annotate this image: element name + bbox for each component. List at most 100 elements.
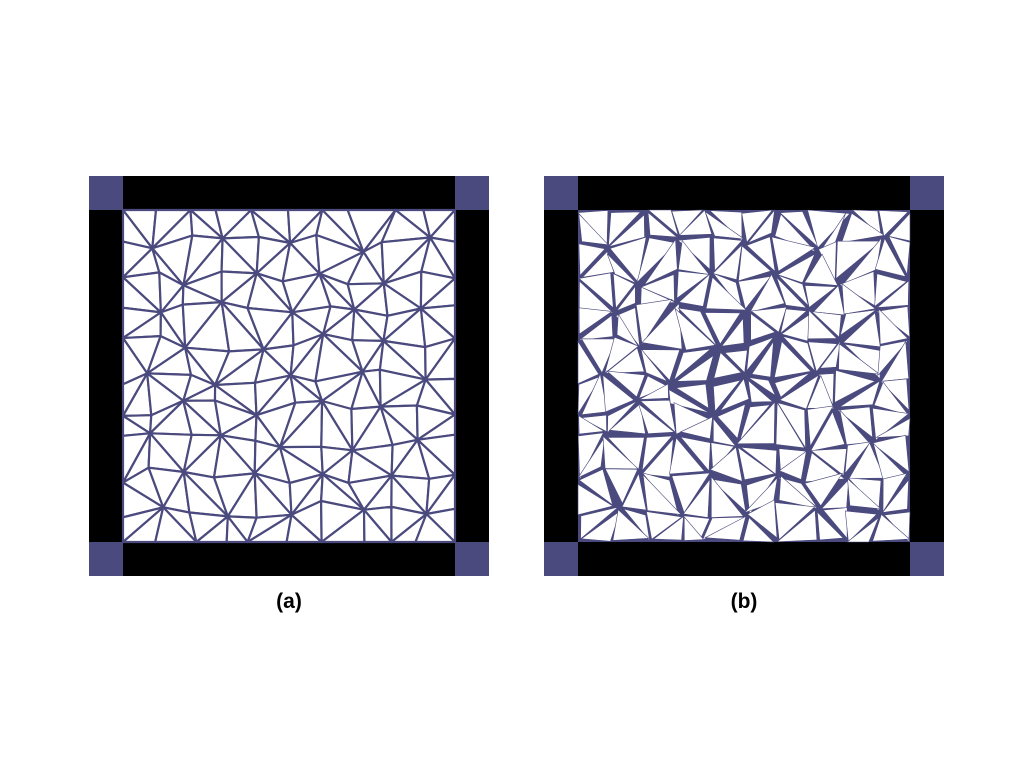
fragment-triangle bbox=[608, 211, 642, 247]
fragment-triangle bbox=[844, 441, 872, 475]
fragment-triangle bbox=[643, 238, 678, 286]
fragment-triangle bbox=[679, 416, 713, 440]
fragment-triangle bbox=[776, 253, 816, 284]
corner-block-top-right bbox=[455, 176, 489, 210]
fractured-mesh-diagram bbox=[544, 176, 944, 576]
fragment-triangle bbox=[719, 378, 750, 412]
fragment-triangle bbox=[750, 306, 787, 333]
fragment-triangle bbox=[671, 472, 711, 514]
fragment-triangle bbox=[616, 313, 639, 347]
fragment-triangle bbox=[836, 406, 873, 439]
fragment-triangle bbox=[677, 239, 710, 275]
fragment-triangle bbox=[678, 209, 713, 236]
fragment-triangle bbox=[635, 298, 673, 346]
fragment-triangle bbox=[779, 374, 820, 410]
fragment-triangle bbox=[741, 209, 773, 244]
fragment-triangle bbox=[641, 435, 673, 472]
fragment-triangle bbox=[750, 312, 776, 341]
fragment-triangle bbox=[737, 446, 776, 481]
fragment-triangle bbox=[639, 399, 677, 434]
fragment-triangle bbox=[876, 280, 910, 308]
fragment-triangle bbox=[871, 434, 910, 473]
fragment-triangle bbox=[580, 506, 619, 540]
fragment-triangle bbox=[751, 341, 774, 378]
fragment-triangle bbox=[776, 276, 808, 309]
fragment-triangle bbox=[608, 403, 646, 435]
fragment-triangle bbox=[636, 237, 678, 284]
fragment-triangle bbox=[771, 236, 817, 272]
fragment-triangle bbox=[807, 405, 834, 448]
fragment-triangle bbox=[622, 508, 651, 542]
fragment-triangle bbox=[578, 212, 609, 246]
fragment-triangle bbox=[677, 307, 718, 347]
fragment-triangle bbox=[577, 436, 605, 479]
fragment-triangle bbox=[779, 211, 819, 248]
corner-block-top-left bbox=[89, 176, 123, 210]
fragment-triangle bbox=[682, 478, 711, 518]
fragment-triangle bbox=[709, 478, 747, 513]
fragment-triangle bbox=[738, 275, 772, 310]
fragment-triangle bbox=[647, 209, 679, 236]
fragment-triangle bbox=[604, 347, 645, 374]
fragment-triangle bbox=[606, 253, 637, 284]
fragment-triangle bbox=[671, 209, 704, 236]
fragment-triangle bbox=[580, 338, 617, 374]
fragment-triangle bbox=[612, 273, 635, 310]
fragment-triangle bbox=[810, 448, 847, 477]
caption-a: (a) bbox=[276, 590, 302, 613]
caption-b: (b) bbox=[730, 590, 758, 613]
corner-block-bottom-right bbox=[910, 542, 944, 576]
frame-right-bar bbox=[455, 176, 489, 576]
fragment-triangle bbox=[838, 380, 881, 408]
triangle-mesh bbox=[121, 208, 457, 544]
fragment-triangle bbox=[736, 401, 776, 445]
fragment-triangle bbox=[581, 373, 608, 416]
fragment-triangle bbox=[608, 214, 645, 247]
fragment-triangle bbox=[746, 236, 776, 273]
fragment-triangle bbox=[875, 417, 911, 438]
fragment-triangle bbox=[844, 510, 878, 543]
fragment-triangle bbox=[820, 478, 850, 510]
frame-left-bar bbox=[89, 176, 123, 576]
fragment-triangle bbox=[639, 383, 669, 400]
fragment-triangle bbox=[839, 309, 877, 337]
fragment-triangle bbox=[577, 314, 614, 341]
frame-bottom-bar bbox=[89, 542, 489, 576]
fragment-triangle bbox=[704, 210, 746, 240]
fragment-triangle bbox=[841, 283, 877, 315]
fragment-triangle bbox=[774, 372, 810, 398]
fragment-triangle bbox=[607, 400, 638, 434]
fragment-triangle bbox=[747, 379, 774, 403]
fragment-triangle bbox=[881, 478, 909, 513]
fragment-triangle bbox=[816, 511, 844, 541]
fragment-triangle bbox=[675, 354, 714, 382]
fragment-triangle bbox=[578, 468, 614, 506]
fragment-triangle bbox=[640, 348, 668, 382]
mesh-triangle bbox=[414, 512, 457, 544]
corner-block-bottom-left bbox=[544, 542, 578, 576]
mesh-triangle bbox=[362, 508, 393, 544]
fragment-triangle bbox=[577, 483, 614, 516]
corner-block-bottom-left bbox=[89, 542, 123, 576]
fragment-triangle bbox=[578, 243, 606, 277]
fragment-triangle bbox=[834, 369, 876, 404]
fragment-triangle bbox=[578, 272, 614, 309]
fragment-triangle bbox=[775, 401, 806, 449]
fragment-triangle bbox=[652, 515, 684, 541]
fragment-triangle bbox=[615, 285, 636, 312]
fragment-triangle bbox=[748, 377, 777, 397]
triangle-mesh bbox=[577, 208, 911, 543]
fragment-triangle bbox=[683, 515, 705, 541]
fragment-triangle bbox=[747, 499, 778, 539]
fragment-triangle bbox=[642, 473, 682, 515]
fragment-triangle bbox=[747, 208, 776, 244]
fragment-triangle bbox=[678, 273, 711, 307]
fragment-triangle bbox=[711, 475, 745, 518]
fragment-triangle bbox=[774, 340, 812, 378]
fragment-triangle bbox=[713, 351, 743, 379]
fragment-triangle bbox=[602, 435, 639, 470]
fragment-triangle bbox=[709, 446, 743, 482]
fragment-triangle bbox=[776, 402, 806, 450]
fragment-triangle bbox=[877, 340, 909, 377]
fragment-triangle bbox=[578, 307, 613, 335]
